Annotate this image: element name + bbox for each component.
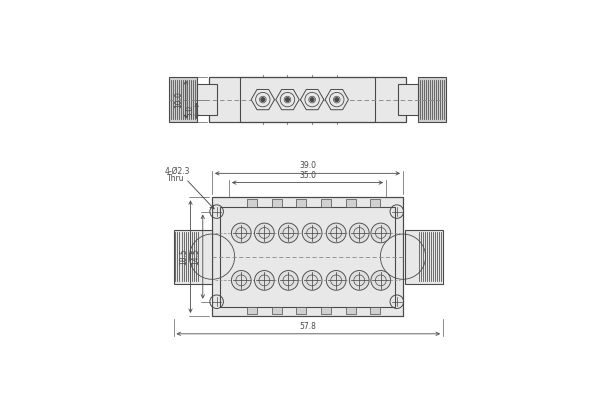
Text: 39.0: 39.0 xyxy=(299,161,316,170)
Text: 14.5: 14.5 xyxy=(191,248,200,265)
Ellipse shape xyxy=(232,223,251,243)
Bar xyxy=(418,77,446,122)
Bar xyxy=(169,77,197,122)
Ellipse shape xyxy=(278,223,298,243)
Bar xyxy=(240,77,375,122)
Ellipse shape xyxy=(302,270,322,290)
Ellipse shape xyxy=(371,223,391,243)
Bar xyxy=(247,307,257,314)
Text: 10.0: 10.0 xyxy=(175,91,184,108)
Text: 57.8: 57.8 xyxy=(300,322,317,331)
Ellipse shape xyxy=(254,223,274,243)
Ellipse shape xyxy=(371,270,391,290)
Ellipse shape xyxy=(349,270,369,290)
Bar xyxy=(346,307,356,314)
Bar xyxy=(296,199,306,207)
Bar xyxy=(398,84,418,115)
Text: 5.0: 5.0 xyxy=(185,105,194,117)
Bar xyxy=(296,307,306,314)
Text: Thru: Thru xyxy=(167,174,185,182)
Ellipse shape xyxy=(254,270,274,290)
Ellipse shape xyxy=(232,270,251,290)
Bar xyxy=(272,199,281,207)
Bar xyxy=(321,199,331,207)
Bar xyxy=(173,230,212,284)
Bar xyxy=(346,199,356,207)
Ellipse shape xyxy=(326,223,346,243)
Bar xyxy=(404,230,443,284)
Bar xyxy=(209,77,406,122)
Ellipse shape xyxy=(349,223,369,243)
Bar xyxy=(209,77,406,122)
Ellipse shape xyxy=(278,270,298,290)
Bar xyxy=(247,199,257,207)
Bar xyxy=(272,307,281,314)
Bar xyxy=(370,199,380,207)
Bar xyxy=(370,307,380,314)
Text: 18.5: 18.5 xyxy=(179,248,188,265)
Circle shape xyxy=(261,98,265,102)
Circle shape xyxy=(310,98,314,102)
Bar xyxy=(321,307,331,314)
Ellipse shape xyxy=(302,223,322,243)
Ellipse shape xyxy=(326,270,346,290)
Text: 35.0: 35.0 xyxy=(299,170,316,180)
Circle shape xyxy=(286,98,289,102)
Bar xyxy=(197,84,217,115)
Bar xyxy=(220,207,395,307)
Circle shape xyxy=(335,98,338,102)
Bar xyxy=(212,197,403,316)
Text: 4-Ø2.3: 4-Ø2.3 xyxy=(164,167,190,176)
Bar xyxy=(212,197,403,316)
